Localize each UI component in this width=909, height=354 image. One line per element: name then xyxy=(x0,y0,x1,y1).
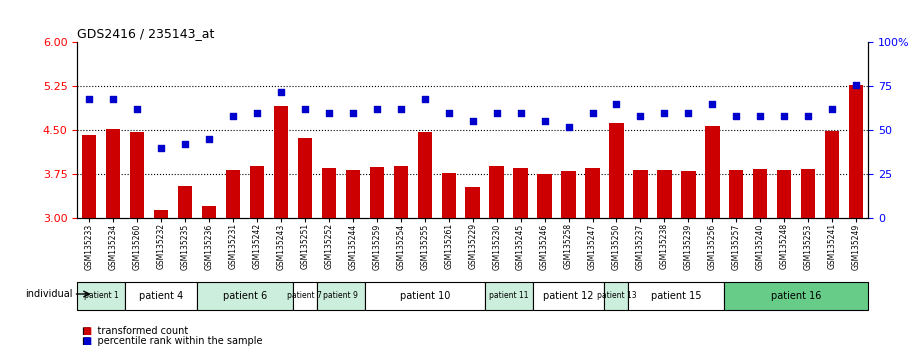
Bar xyxy=(585,168,600,218)
Text: ■  percentile rank within the sample: ■ percentile rank within the sample xyxy=(82,336,263,346)
Bar xyxy=(634,170,647,218)
Bar xyxy=(125,282,197,310)
Bar xyxy=(130,132,145,218)
Text: patient 15: patient 15 xyxy=(651,291,702,301)
Bar xyxy=(849,85,864,218)
Text: patient 10: patient 10 xyxy=(400,291,450,301)
Text: patient 6: patient 6 xyxy=(223,291,267,301)
Text: ■  transformed count: ■ transformed count xyxy=(82,326,188,336)
Text: patient 7: patient 7 xyxy=(287,291,323,301)
Bar xyxy=(202,206,216,218)
Point xyxy=(514,110,528,115)
Point xyxy=(394,106,408,112)
Text: patient 4: patient 4 xyxy=(139,291,184,301)
Text: patient 16: patient 16 xyxy=(771,291,822,301)
Bar xyxy=(514,168,528,218)
Bar xyxy=(322,168,336,218)
Point xyxy=(274,89,288,95)
Bar xyxy=(537,174,552,218)
Point xyxy=(537,119,552,124)
Text: GDS2416 / 235143_at: GDS2416 / 235143_at xyxy=(77,27,215,40)
Bar xyxy=(465,187,480,218)
Point xyxy=(225,113,240,119)
Point xyxy=(178,141,193,147)
Point xyxy=(849,82,864,87)
Bar xyxy=(365,282,484,310)
Point xyxy=(370,106,385,112)
Bar xyxy=(681,171,695,218)
Point xyxy=(753,113,767,119)
Point xyxy=(609,101,624,107)
Bar xyxy=(729,170,744,218)
Bar xyxy=(562,171,575,218)
Point xyxy=(442,110,456,115)
Point xyxy=(297,106,312,112)
Bar xyxy=(82,135,96,218)
Text: patient 11: patient 11 xyxy=(489,291,528,301)
Bar xyxy=(106,129,120,218)
Bar xyxy=(225,170,240,218)
Bar xyxy=(604,282,628,310)
Text: patient 9: patient 9 xyxy=(324,291,358,301)
Bar xyxy=(489,166,504,218)
Point xyxy=(106,96,121,101)
Bar xyxy=(293,282,317,310)
Bar xyxy=(825,131,839,218)
Point xyxy=(824,106,839,112)
Bar xyxy=(298,138,312,218)
Point xyxy=(130,106,145,112)
Text: patient 12: patient 12 xyxy=(544,291,594,301)
Point xyxy=(82,96,96,101)
Bar xyxy=(484,282,533,310)
Bar xyxy=(370,167,384,218)
Point xyxy=(417,96,432,101)
Text: patient 1: patient 1 xyxy=(84,291,118,301)
Point xyxy=(705,101,720,107)
Bar xyxy=(154,210,168,218)
Bar xyxy=(178,185,193,218)
Bar xyxy=(250,166,265,218)
Point xyxy=(777,113,792,119)
Bar xyxy=(197,282,293,310)
Point xyxy=(634,113,648,119)
Bar xyxy=(724,282,868,310)
Point xyxy=(585,110,600,115)
Point xyxy=(729,113,744,119)
Bar xyxy=(705,126,720,218)
Point xyxy=(322,110,336,115)
Point xyxy=(801,113,815,119)
Point xyxy=(345,110,360,115)
Bar xyxy=(753,169,767,218)
Bar xyxy=(777,170,792,218)
Text: ■: ■ xyxy=(82,326,91,336)
Bar xyxy=(442,173,456,218)
Bar xyxy=(417,132,432,218)
Point xyxy=(657,110,672,115)
Bar xyxy=(628,282,724,310)
Point xyxy=(561,124,575,130)
Text: ■: ■ xyxy=(82,336,91,346)
Point xyxy=(202,136,216,142)
Bar xyxy=(317,282,365,310)
Bar xyxy=(657,170,672,218)
Text: patient 13: patient 13 xyxy=(596,291,636,301)
Bar xyxy=(801,169,815,218)
Text: individual: individual xyxy=(25,289,73,299)
Bar xyxy=(77,282,125,310)
Point xyxy=(465,119,480,124)
Bar xyxy=(533,282,604,310)
Bar xyxy=(274,105,288,218)
Point xyxy=(154,145,168,150)
Bar xyxy=(345,170,360,218)
Point xyxy=(489,110,504,115)
Point xyxy=(681,110,695,115)
Point xyxy=(250,110,265,115)
Bar xyxy=(394,166,408,218)
Bar xyxy=(609,123,624,218)
